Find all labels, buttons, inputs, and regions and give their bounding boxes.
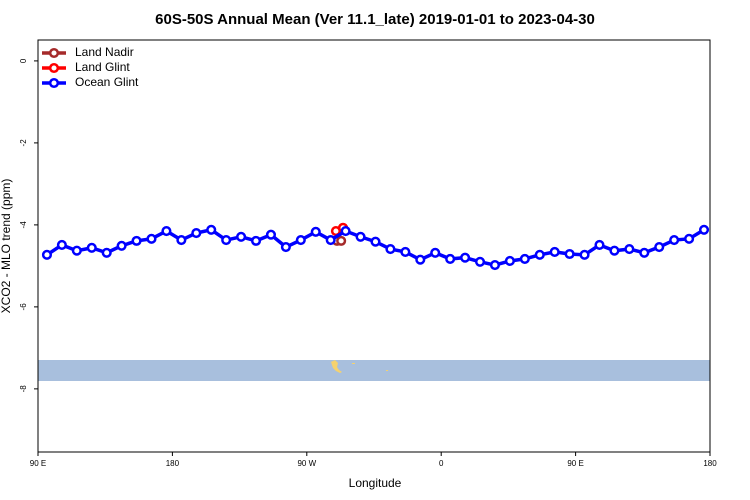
point <box>131 235 142 246</box>
point <box>549 246 560 257</box>
legend-marker <box>48 77 60 89</box>
map-land <box>386 370 388 371</box>
point <box>41 249 53 260</box>
point <box>400 246 411 257</box>
x-tick-label: 180 <box>166 459 180 468</box>
point <box>415 254 426 265</box>
point <box>191 228 202 239</box>
map-land <box>352 363 355 364</box>
y-tick-label: -4 <box>19 221 28 229</box>
x-tick-label: 0 <box>439 459 444 468</box>
point <box>460 252 471 263</box>
point <box>370 236 381 247</box>
point <box>519 253 530 264</box>
y-tick-label: 0 <box>19 58 28 63</box>
point <box>355 231 366 242</box>
legend-label: Land Nadir <box>75 45 134 59</box>
y-tick-label: -8 <box>19 385 28 393</box>
point <box>56 239 67 251</box>
point <box>71 245 82 256</box>
point <box>564 248 575 260</box>
point <box>295 235 306 246</box>
y-tick-label: -6 <box>19 303 28 311</box>
point <box>430 247 441 258</box>
chart-title: 60S-50S Annual Mean (Ver 11.1_late) 2019… <box>155 11 595 28</box>
series-line <box>45 227 705 267</box>
point <box>698 224 710 235</box>
point <box>594 239 605 251</box>
x-tick-label: 180 <box>703 459 717 468</box>
y-axis-label: XCO2 - MLO trend (ppm) <box>0 179 13 314</box>
point <box>474 256 486 267</box>
point <box>669 235 680 246</box>
point <box>340 225 351 237</box>
point <box>206 224 217 235</box>
x-axis-label: Longitude <box>349 476 402 490</box>
legend-marker <box>48 47 60 59</box>
plot-frame <box>37 39 711 453</box>
map-strip <box>38 360 710 381</box>
point <box>385 244 396 255</box>
point <box>236 231 247 242</box>
point <box>310 226 321 237</box>
point <box>534 249 545 260</box>
legend-label: Land Glint <box>75 60 130 74</box>
point <box>116 240 127 251</box>
point <box>445 253 456 264</box>
point <box>684 233 695 244</box>
y-tick-label: -2 <box>19 139 28 147</box>
x-tick-label: 90 E <box>30 459 46 468</box>
x-tick-label: 90 E <box>567 459 583 468</box>
map-land <box>331 360 342 373</box>
point <box>250 235 262 246</box>
point <box>221 235 232 246</box>
point <box>161 225 172 237</box>
point <box>176 235 187 246</box>
x-tick-label: 90 W <box>297 459 316 468</box>
point <box>579 249 590 260</box>
point <box>86 242 97 253</box>
legend-label: Ocean Glint <box>75 75 139 89</box>
point <box>609 245 620 256</box>
point <box>265 229 277 240</box>
point <box>504 255 515 267</box>
point <box>639 247 650 258</box>
point <box>101 247 112 258</box>
point <box>489 260 501 271</box>
point <box>146 233 157 244</box>
point <box>336 235 347 246</box>
point <box>325 235 336 246</box>
legend-marker <box>48 62 60 74</box>
point <box>624 244 635 255</box>
point <box>654 241 665 253</box>
point <box>280 241 291 253</box>
